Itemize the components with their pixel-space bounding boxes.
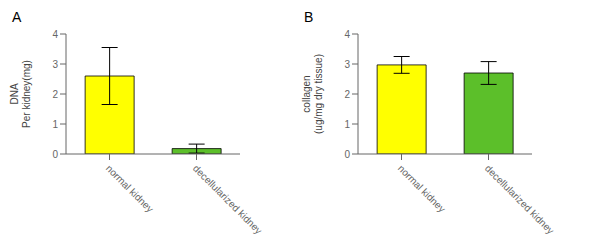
svg-text:0: 0 <box>344 149 350 160</box>
svg-text:3: 3 <box>344 59 350 70</box>
svg-text:1: 1 <box>344 119 350 130</box>
svg-text:decellularized kidney: decellularized kidney <box>191 163 264 236</box>
svg-text:4: 4 <box>344 29 350 40</box>
svg-text:0: 0 <box>52 149 58 160</box>
svg-text:3: 3 <box>52 59 58 70</box>
svg-text:collagen(ug/mg dry tissue): collagen(ug/mg dry tissue) <box>301 54 324 134</box>
svg-text:4: 4 <box>52 29 58 40</box>
svg-text:2: 2 <box>344 89 350 100</box>
svg-text:decellularized kidney: decellularized kidney <box>483 163 556 236</box>
html-text:B: B <box>304 9 314 25</box>
svg-text:2: 2 <box>52 89 58 100</box>
svg-text:1: 1 <box>52 119 58 130</box>
svg-text:DNAPer kidney(mg): DNAPer kidney(mg) <box>9 60 32 128</box>
svg-text:normal kidney: normal kidney <box>396 163 448 215</box>
svg-text:normal kidney: normal kidney <box>104 163 156 215</box>
html-text:A: A <box>12 9 22 25</box>
